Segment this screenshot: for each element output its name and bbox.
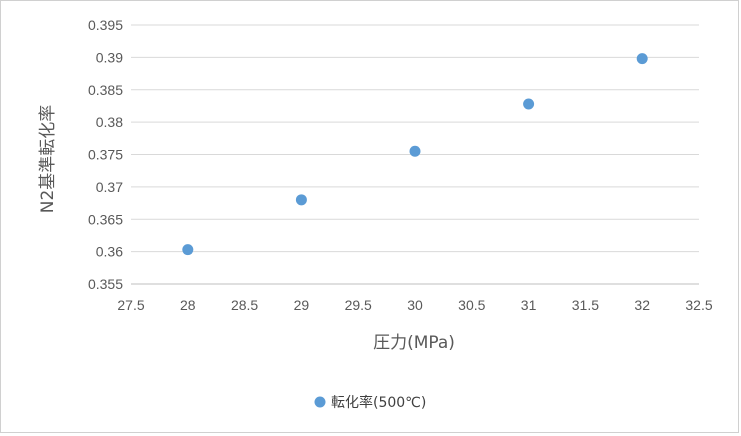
x-tick-label: 30.5 <box>458 297 485 313</box>
x-axis-label: 圧力(MPa) <box>373 333 455 353</box>
x-tick-labels: 27.5 28 28.5 29 29.5 30 30.5 31 31.5 32 32.5 <box>117 297 712 313</box>
y-tick-label: 0.365 <box>88 211 123 227</box>
data-points <box>182 53 648 256</box>
x-tick-label: 28 <box>180 297 196 313</box>
y-tick-label: 0.36 <box>96 244 123 260</box>
y-tick-label: 0.375 <box>88 147 123 163</box>
x-tick-label: 27.5 <box>117 297 144 313</box>
legend: 転化率(500℃) <box>314 394 426 411</box>
y-tick-label: 0.39 <box>96 49 123 65</box>
x-tick-label: 32 <box>634 297 650 313</box>
y-tick-labels: 0.355 0.36 0.365 0.37 0.375 0.38 0.385 0.39 0.39… <box>88 17 123 292</box>
x-tick-label: 31.5 <box>572 297 599 313</box>
y-tick-label: 0.355 <box>88 276 123 292</box>
x-tick-label: 28.5 <box>231 297 258 313</box>
legend-marker <box>314 396 326 408</box>
data-point <box>295 194 307 206</box>
y-tick-label: 0.385 <box>88 82 123 98</box>
y-axis-label: N2基準転化率 <box>38 105 58 214</box>
data-point <box>636 53 648 65</box>
y-tick-label: 0.38 <box>96 114 123 130</box>
x-tick-label: 30 <box>407 297 423 313</box>
x-tick-label: 32.5 <box>685 297 712 313</box>
x-tick-label: 29.5 <box>345 297 372 313</box>
data-point <box>523 98 535 110</box>
y-tick-label: 0.37 <box>96 179 123 195</box>
x-tick-label: 29 <box>294 297 310 313</box>
y-tick-label: 0.395 <box>88 17 123 33</box>
legend-entry: 転化率(500℃) <box>331 394 426 411</box>
x-tick-label: 31 <box>521 297 537 313</box>
data-point <box>409 145 421 157</box>
data-point <box>182 244 194 256</box>
